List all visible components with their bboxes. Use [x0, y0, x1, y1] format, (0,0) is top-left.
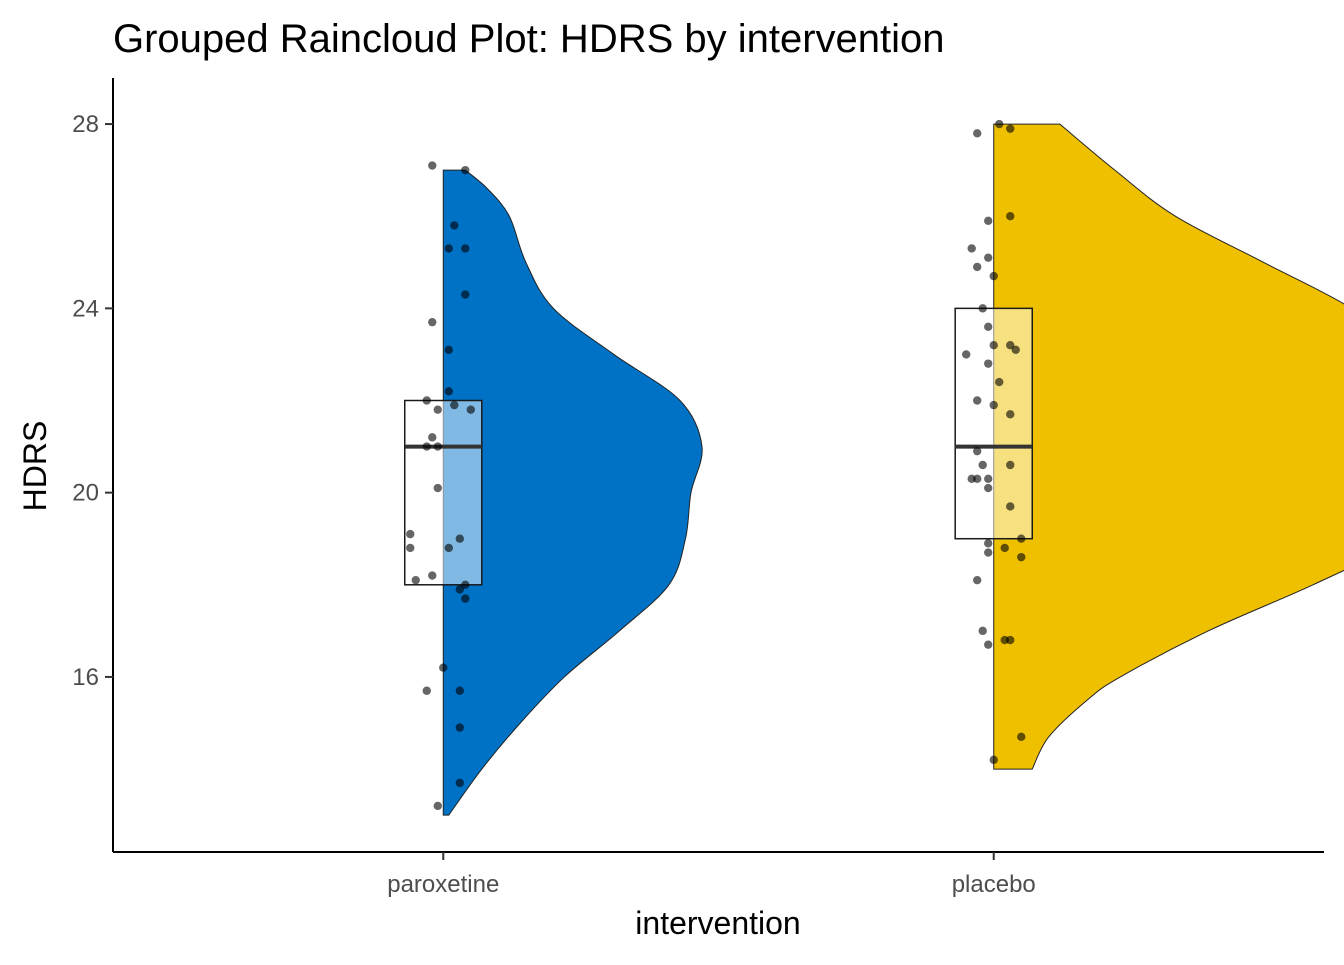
y-tick-label: 16: [72, 664, 99, 691]
axes: 16 20 24 28 paroxetine placebo: [72, 78, 1324, 898]
data-point-placebo: [978, 304, 987, 313]
data-point-placebo: [984, 253, 993, 262]
data-point-placebo: [989, 755, 998, 765]
data-point-placebo: [989, 400, 998, 410]
data-point-paroxetine: [455, 723, 464, 732]
data-point-paroxetine: [433, 405, 442, 414]
data-point-placebo: [1006, 124, 1015, 133]
data-point-placebo: [1006, 502, 1015, 511]
x-axis-title: intervention: [635, 905, 800, 941]
data-point-placebo: [1006, 410, 1015, 419]
y-tick-label: 20: [72, 480, 99, 507]
data-point-paroxetine: [428, 161, 437, 170]
data-point-paroxetine: [461, 165, 470, 175]
data-point-paroxetine: [444, 345, 453, 355]
density-paroxetine: [442, 169, 703, 816]
group-placebo: [954, 119, 1344, 770]
data-point-placebo: [973, 396, 982, 405]
data-point-paroxetine: [461, 290, 470, 299]
data-point-paroxetine: [406, 543, 415, 553]
data-point-placebo: [973, 575, 982, 585]
y-axis-title: HDRS: [17, 421, 53, 512]
data-point-paroxetine: [439, 663, 448, 672]
data-point-paroxetine: [455, 534, 464, 543]
data-point-placebo: [973, 474, 982, 484]
data-point-placebo: [995, 119, 1004, 129]
data-point-paroxetine: [428, 317, 437, 327]
plot-area: [403, 119, 1344, 816]
y-tick-label: 24: [72, 295, 99, 322]
group-paroxetine: [403, 161, 703, 816]
data-point-paroxetine: [422, 396, 431, 405]
data-point-paroxetine: [466, 405, 475, 414]
data-point-paroxetine: [461, 594, 470, 603]
chart-title: Grouped Raincloud Plot: HDRS by interven…: [113, 17, 945, 61]
box-paroxetine: [403, 399, 483, 586]
data-point-paroxetine: [433, 483, 442, 493]
density-placebo: [993, 123, 1344, 770]
data-point-placebo: [973, 262, 982, 272]
data-point-placebo: [984, 474, 993, 484]
data-point-paroxetine: [455, 778, 464, 788]
data-point-placebo: [967, 244, 976, 253]
data-point-placebo: [984, 483, 993, 493]
data-point-placebo: [1006, 212, 1015, 221]
data-point-paroxetine: [450, 400, 459, 410]
data-point-placebo: [984, 216, 993, 226]
data-point-placebo: [962, 350, 971, 359]
data-point-placebo: [989, 271, 998, 281]
data-point-placebo: [1006, 635, 1015, 645]
data-point-paroxetine: [433, 442, 442, 451]
data-point-placebo: [978, 460, 987, 470]
data-point-placebo: [984, 548, 993, 557]
data-point-paroxetine: [455, 686, 464, 695]
data-point-placebo: [984, 640, 993, 649]
y-tick-label: 28: [72, 111, 99, 138]
data-point-placebo: [989, 341, 998, 350]
data-point-placebo: [1006, 460, 1015, 470]
data-point-placebo: [1017, 732, 1026, 742]
data-point-placebo: [984, 359, 993, 368]
data-point-paroxetine: [422, 442, 431, 451]
data-point-placebo: [1006, 341, 1015, 350]
data-point-paroxetine: [461, 580, 470, 589]
data-point-placebo: [984, 322, 993, 331]
data-point-paroxetine: [444, 387, 453, 396]
x-tick-label: placebo: [952, 871, 1036, 898]
data-point-placebo: [995, 377, 1004, 387]
data-point-placebo: [973, 446, 982, 456]
data-point-placebo: [1017, 552, 1026, 562]
data-point-paroxetine: [444, 244, 453, 253]
data-point-placebo: [978, 626, 987, 636]
data-point-paroxetine: [428, 433, 437, 442]
data-point-paroxetine: [406, 529, 415, 539]
data-point-placebo: [1000, 543, 1009, 553]
data-point-paroxetine: [428, 571, 437, 580]
data-point-paroxetine: [422, 686, 431, 695]
x-tick-label: paroxetine: [387, 871, 499, 898]
data-point-paroxetine: [411, 575, 420, 585]
data-point-placebo: [1011, 345, 1020, 355]
data-point-placebo: [1017, 534, 1026, 543]
data-point-paroxetine: [444, 543, 453, 553]
data-point-paroxetine: [433, 801, 442, 811]
data-point-paroxetine: [450, 221, 459, 230]
data-point-paroxetine: [461, 244, 470, 253]
data-point-paroxetine: [455, 585, 464, 594]
data-point-placebo: [973, 129, 982, 138]
data-point-placebo: [984, 539, 993, 548]
